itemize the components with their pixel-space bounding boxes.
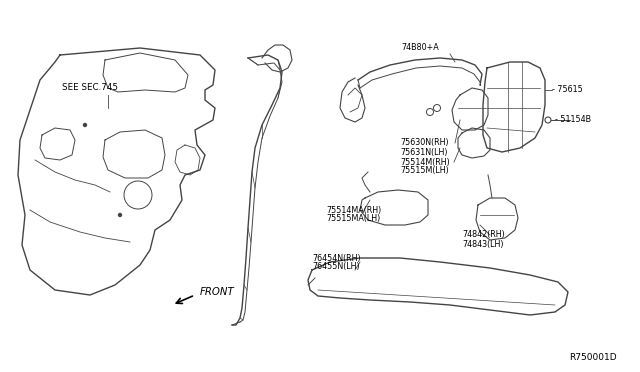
Text: - 75615: - 75615 <box>552 86 583 94</box>
Circle shape <box>83 124 86 126</box>
Text: 74B80+A: 74B80+A <box>401 44 439 52</box>
Text: FRONT: FRONT <box>200 287 235 297</box>
Text: - 51154B: - 51154B <box>555 115 591 125</box>
Text: 75515M(LH): 75515M(LH) <box>400 167 449 176</box>
Text: 75630N(RH): 75630N(RH) <box>400 138 449 148</box>
Text: R750001D: R750001D <box>570 353 617 362</box>
Text: 75515MA(LH): 75515MA(LH) <box>326 215 380 224</box>
Text: SEE SEC.745: SEE SEC.745 <box>62 83 118 93</box>
Circle shape <box>118 214 122 217</box>
Text: 74842(RH): 74842(RH) <box>462 231 505 240</box>
Text: 76455N(LH): 76455N(LH) <box>312 263 360 272</box>
Text: 75514MA(RH): 75514MA(RH) <box>326 205 381 215</box>
Text: 75514M(RH): 75514M(RH) <box>400 157 450 167</box>
Text: 76454N(RH): 76454N(RH) <box>312 253 360 263</box>
Text: 75631N(LH): 75631N(LH) <box>400 148 447 157</box>
Text: 74843(LH): 74843(LH) <box>462 240 504 248</box>
